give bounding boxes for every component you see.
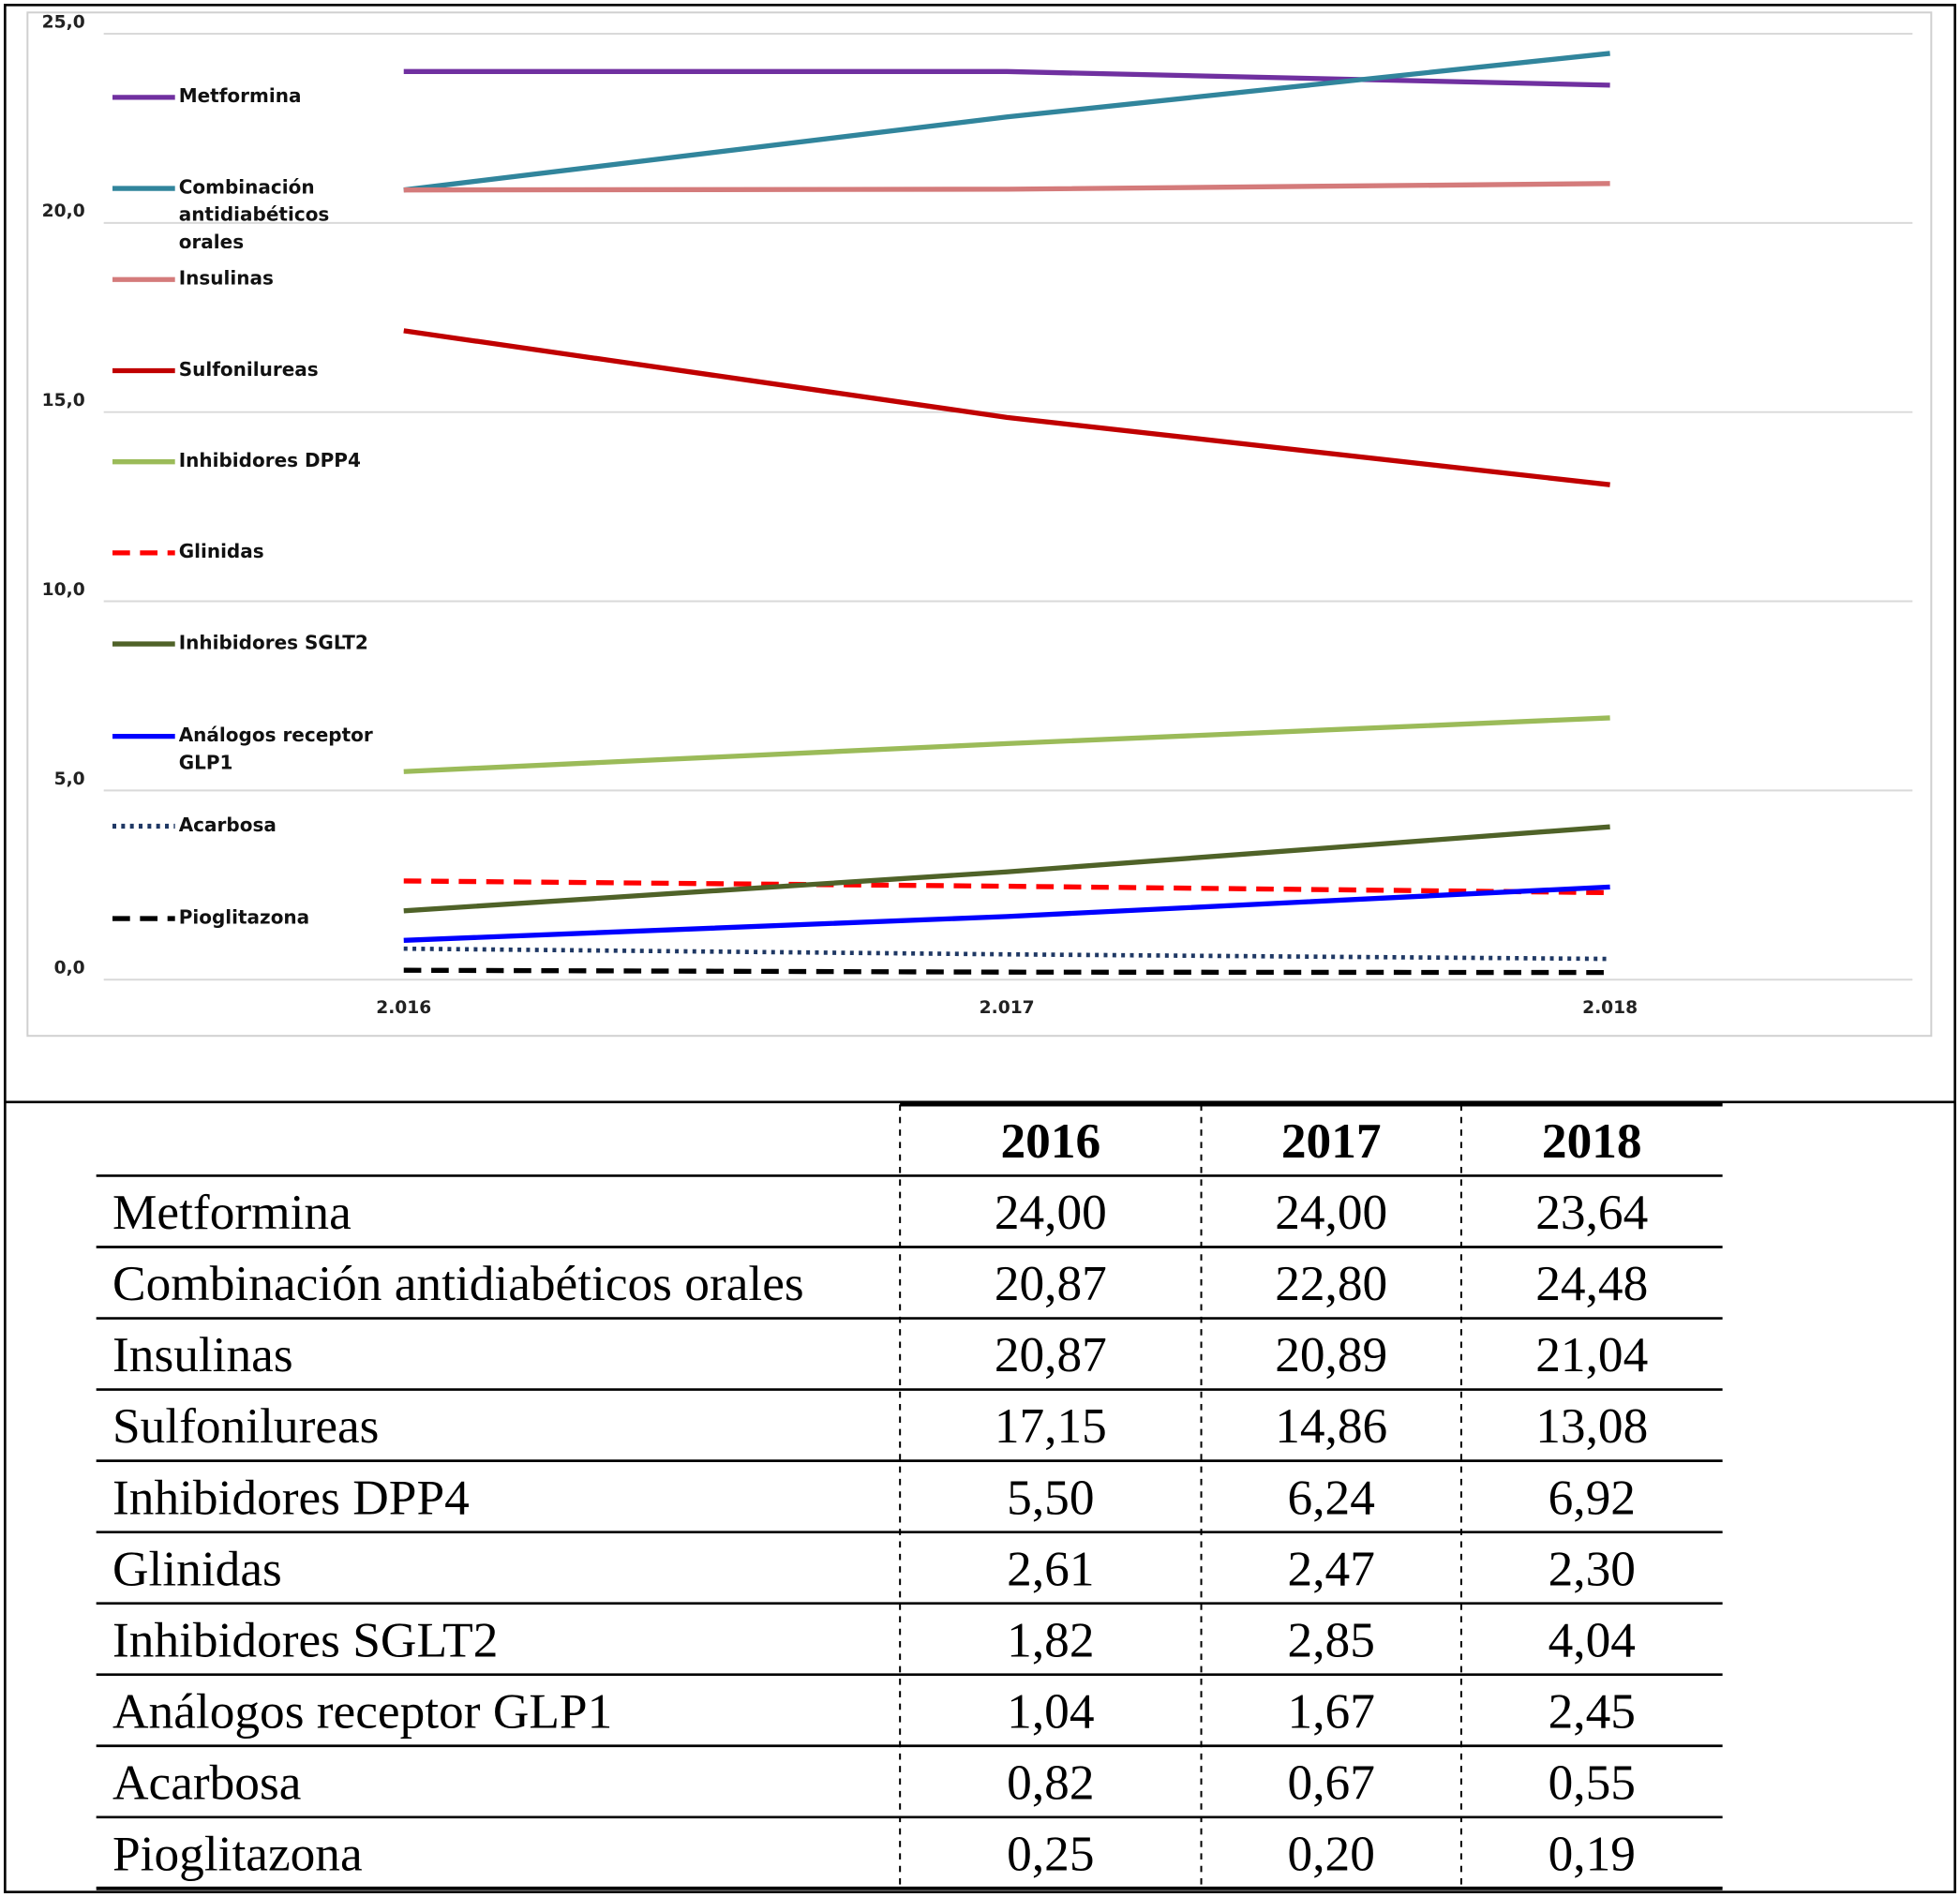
y-tick-label: 0,0 <box>54 959 85 978</box>
table-cell: 0,25 <box>1007 1826 1094 1881</box>
table-cell: 5,50 <box>1007 1470 1094 1525</box>
outer-border <box>4 3 1956 1894</box>
legend-label: Pioglitazona <box>178 905 310 929</box>
legend-label: Sulfonilureas <box>178 358 319 381</box>
series-line <box>403 181 1610 193</box>
y-tick-label: 10,0 <box>42 580 85 600</box>
legend-label: Inhibidores DPP4 <box>178 449 361 472</box>
table-header: 2018 <box>1542 1113 1642 1169</box>
table-cell: 1,82 <box>1007 1612 1094 1667</box>
legend-label: Análogos receptor GLP1 <box>178 724 373 774</box>
y-tick-label: 5,0 <box>54 769 85 789</box>
table-header: 2017 <box>1281 1113 1382 1169</box>
legend-entry: Metformina <box>178 84 302 108</box>
legend-entry: Análogos receptor GLP1 <box>178 724 373 774</box>
table: 2016 2017 2018 Metformina 24,00 24,00 23,64 Com… <box>96 1102 1723 1890</box>
row-label: Glinidas <box>112 1541 282 1596</box>
series-line <box>403 824 1610 914</box>
table-cell: 24,00 <box>995 1185 1107 1240</box>
y-tick-label: 15,0 <box>42 391 85 411</box>
series-line <box>403 967 1610 976</box>
table-header: 2016 <box>1001 1113 1101 1169</box>
table-cell: 22,80 <box>1275 1256 1387 1311</box>
table-cell: 24,00 <box>1275 1185 1387 1240</box>
table-cell: 14,86 <box>1275 1398 1387 1454</box>
table-cell: 20,87 <box>995 1256 1107 1311</box>
legend-label: Combinación antidiabéticos orales <box>178 175 330 248</box>
legend-label: Glinidas <box>178 540 264 563</box>
table-cell: 21,04 <box>1535 1327 1648 1382</box>
legend-entry: Insulinas <box>178 266 274 290</box>
table-cell: 2,30 <box>1549 1541 1636 1596</box>
table-cell: 2,61 <box>1007 1541 1094 1596</box>
row-label: Pioglitazona <box>112 1826 363 1881</box>
table-cell: 1,04 <box>1007 1683 1094 1739</box>
row-label: Inhibidores DPP4 <box>112 1470 470 1525</box>
table-cell: 20,89 <box>1275 1327 1387 1382</box>
legend-label: Insulinas <box>178 266 274 290</box>
table-cell: 0,20 <box>1288 1826 1375 1881</box>
table-cell: 2,47 <box>1288 1541 1375 1596</box>
legend-entry: Inhibidores SGLT2 <box>178 631 368 654</box>
legend-entry: Combinación antidiabéticos orales <box>178 175 330 248</box>
table-cell: 1,67 <box>1288 1683 1375 1739</box>
table-cell: 24,48 <box>1535 1256 1648 1311</box>
row-label: Sulfonilureas <box>112 1398 379 1454</box>
y-tick-label: 20,0 <box>42 202 85 221</box>
y-tick-label: 25,0 <box>42 12 85 32</box>
legend-entry: Sulfonilureas <box>178 358 319 381</box>
table-cell: 0,67 <box>1288 1755 1375 1810</box>
row-label: Insulinas <box>112 1327 293 1382</box>
table-cell: 2,85 <box>1288 1612 1375 1667</box>
series-line <box>403 51 1610 193</box>
series-line <box>403 878 1610 896</box>
table-cell: 20,87 <box>995 1327 1107 1382</box>
legend-entry: Glinidas <box>178 540 264 563</box>
series-line <box>403 884 1610 943</box>
series-line <box>403 715 1610 774</box>
legend-label: Metformina <box>178 84 302 108</box>
table-cell: 0,55 <box>1549 1755 1636 1810</box>
table-cell: 0,82 <box>1007 1755 1094 1810</box>
legend-entry: Inhibidores DPP4 <box>178 449 361 472</box>
table-cell: 2,45 <box>1549 1683 1636 1739</box>
chart: 0,0 5,0 10,0 15,0 20,0 25,0 2.016 2.017 2.018 Met… <box>42 12 1913 1018</box>
table-cell: 23,64 <box>1535 1185 1648 1240</box>
x-tick-label: 2.016 <box>376 998 431 1018</box>
row-label: Análogos receptor GLP1 <box>112 1683 612 1739</box>
chart-frame <box>26 11 1933 1038</box>
row-label: Acarbosa <box>112 1755 301 1810</box>
legend-entry: Acarbosa <box>178 814 277 837</box>
table-cell: 6,24 <box>1288 1470 1375 1525</box>
table-cell: 6,92 <box>1549 1470 1636 1525</box>
row-label: Inhibidores SGLT2 <box>112 1612 498 1667</box>
table-cell: 4,04 <box>1549 1612 1636 1667</box>
x-tick-label: 2.017 <box>980 998 1035 1018</box>
series-line <box>403 328 1610 487</box>
table-cell: 13,08 <box>1535 1398 1648 1454</box>
legend-label: Acarbosa <box>178 814 277 837</box>
table-cell: 17,15 <box>995 1398 1107 1454</box>
series-line <box>403 68 1610 88</box>
legend-entry: Pioglitazona <box>178 905 310 929</box>
row-label: Metformina <box>112 1185 352 1240</box>
row-label: Combinación antidiabéticos orales <box>112 1256 804 1311</box>
legend-label: Inhibidores SGLT2 <box>178 631 368 654</box>
table-cell: 0,19 <box>1549 1826 1636 1881</box>
series-line <box>403 946 1610 962</box>
x-tick-label: 2.018 <box>1582 998 1638 1018</box>
